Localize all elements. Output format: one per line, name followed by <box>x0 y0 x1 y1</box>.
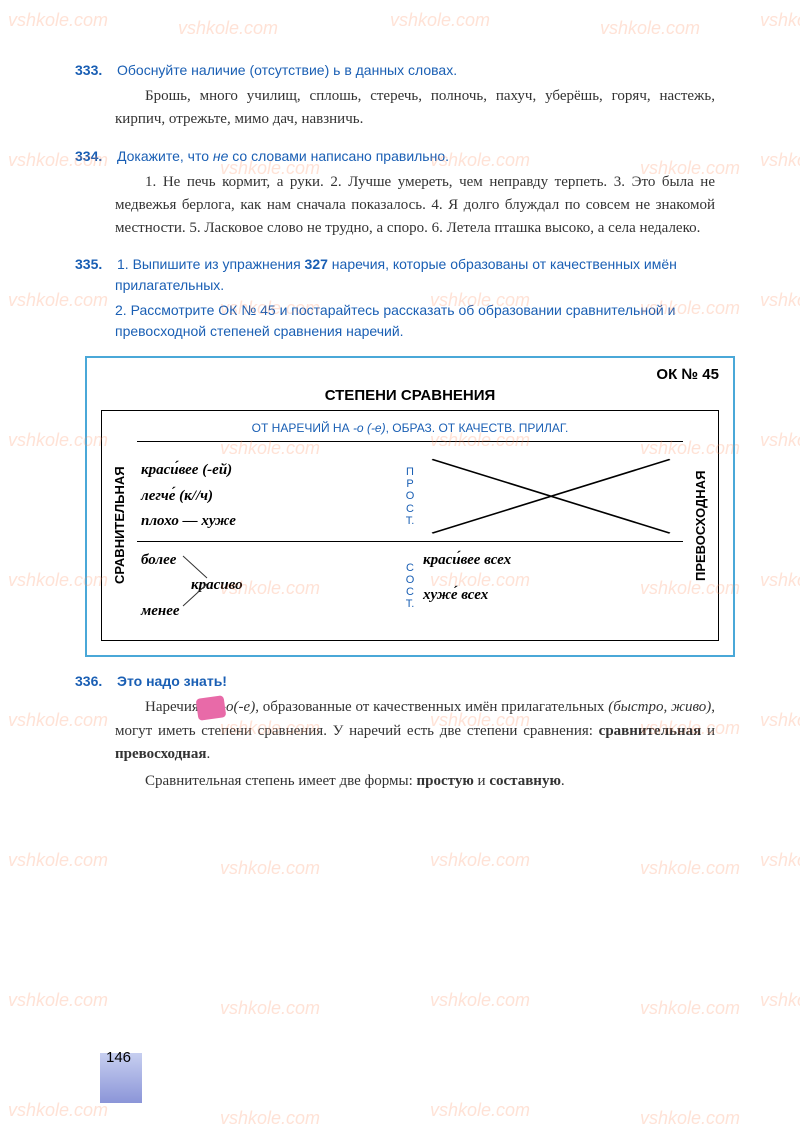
watermark-text: vshkole.com <box>640 858 740 879</box>
example-line: плохо — хуже <box>141 509 397 535</box>
text-run: . <box>561 773 565 789</box>
watermark-text: vshkole.com <box>430 1100 530 1121</box>
label-sost: СОСТ. <box>401 542 419 631</box>
cell-simple-superlative <box>419 452 683 542</box>
example-line: краси́вее (-ей) <box>141 458 397 484</box>
text-bold: превосходная <box>115 746 206 762</box>
instruction-text: Докажите, что <box>117 148 213 164</box>
exercise-instruction: Обоснуйте наличие (отсутствие) ь в данны… <box>117 62 457 78</box>
watermark-text: vshkole.com <box>640 998 740 1019</box>
exercise-336: 336. Это надо знать! Наречия на -о(-е), … <box>115 671 715 793</box>
exercise-instruction-part2: 2. Рассмотрите ОК № 45 и постарайтесь ра… <box>115 300 715 342</box>
instruction-bold: 327 <box>305 256 328 272</box>
right-vertical-label: ПРЕВОСХОДНАЯ <box>691 421 710 630</box>
label-prost: ПРОСТ. <box>401 452 419 542</box>
text-bold: простую <box>417 773 474 789</box>
text-run: Сравнительная степень имеет две формы: <box>145 773 417 789</box>
watermark-text: vshkole.com <box>220 998 320 1019</box>
card-center: ОТ НАРЕЧИЙ НА -о (-е), ОБРАЗ. ОТ КАЧЕСТВ… <box>129 421 691 630</box>
card-label: ОК № 45 <box>101 366 719 383</box>
subhead-text: ОТ НАРЕЧИЙ НА <box>252 421 353 435</box>
subhead-italic: -о (-е) <box>353 421 386 435</box>
example-word: краси́вее <box>141 462 198 478</box>
left-vertical-label: СРАВНИТЕЛЬНАЯ <box>110 421 129 630</box>
exercise-paragraph: Сравнительная степень имеет две формы: п… <box>115 770 715 793</box>
example-line: хуже́ всех <box>423 583 679 609</box>
exercise-body: 1. Не печь кормит, а руки. 2. Лучше умер… <box>115 171 715 241</box>
watermark-text: vshkole.com <box>220 858 320 879</box>
exercise-number: 334. <box>75 148 113 164</box>
example-line: краси́вее всех <box>423 548 679 574</box>
card-inner-frame: СРАВНИТЕЛЬНАЯ ОТ НАРЕЧИЙ НА -о (-е), ОБР… <box>101 410 719 641</box>
watermark-text: vshkole.com <box>430 990 530 1011</box>
exercise-instruction: 1. Выпишите из упражнения 327 наречия, к… <box>115 256 677 293</box>
exercise-number: 333. <box>75 62 113 78</box>
cell-compound-comparative: более красиво менее <box>137 542 401 631</box>
watermark-text: vshkole.com <box>8 1100 108 1121</box>
exercise-335: 335. 1. Выпишите из упражнения 327 нареч… <box>115 254 715 342</box>
text-run: . <box>206 746 210 762</box>
text-run: и <box>701 723 715 739</box>
textbook-page: 333. Обоснуйте наличие (отсутствие) ь в … <box>0 0 800 847</box>
text-run: , образованные от качественных имён прил… <box>255 699 608 715</box>
card-title: СТЕПЕНИ СРАВНЕНИЯ <box>101 387 719 404</box>
watermark-text: vshkole.com <box>8 850 108 871</box>
exercise-number: 335. <box>75 256 113 272</box>
comparison-grid: краси́вее (-ей) легче́ (к//ч) плохо — ху… <box>137 452 683 630</box>
watermark-text: vshkole.com <box>640 1108 740 1129</box>
watermark-text: vshkole.com <box>760 990 800 1011</box>
text-run: и <box>474 773 490 789</box>
page-number: 146 <box>106 1049 131 1066</box>
cell-compound-superlative: краси́вее всех хуже́ всех <box>419 542 683 631</box>
watermark-text: vshkole.com <box>760 850 800 871</box>
example-suffix: (-ей) <box>198 462 232 478</box>
connector-lines-icon <box>177 550 217 614</box>
page-number-box: 146 <box>100 1053 142 1103</box>
book-icon <box>196 695 227 721</box>
subhead-text: , ОБРАЗ. ОТ КАЧЕСТВ. ПРИЛАГ. <box>386 421 569 435</box>
instruction-text: 1. Выпишите из упражнения <box>117 256 305 272</box>
cross-out-icon <box>419 452 683 541</box>
exercise-number: 336. <box>75 673 113 689</box>
exercise-body: Брошь, много училищ, сплошь, стеречь, по… <box>115 85 715 132</box>
card-subheading: ОТ НАРЕЧИЙ НА -о (-е), ОБРАЗ. ОТ КАЧЕСТВ… <box>137 421 683 442</box>
exercise-heading: Это надо знать! <box>117 673 227 689</box>
exercise-334: 334. Докажите, что не со словами написан… <box>115 146 715 241</box>
text-italic: (быстро, живо) <box>608 699 711 715</box>
instruction-italic: не <box>213 148 229 164</box>
watermark-text: vshkole.com <box>8 990 108 1011</box>
exercise-instruction: Докажите, что не со словами написано пра… <box>117 148 449 164</box>
text-italic: -о(-е) <box>221 699 255 715</box>
exercise-333: 333. Обоснуйте наличие (отсутствие) ь в … <box>115 60 715 132</box>
watermark-text: vshkole.com <box>220 1108 320 1129</box>
reference-card-ok45: ОК № 45 СТЕПЕНИ СРАВНЕНИЯ СРАВНИТЕЛЬНАЯ … <box>85 356 735 657</box>
example-line: легче́ (к//ч) <box>141 484 397 510</box>
cell-simple-comparative: краси́вее (-ей) легче́ (к//ч) плохо — ху… <box>137 452 401 542</box>
watermark-text: vshkole.com <box>430 850 530 871</box>
instruction-text: со словами написано правильно. <box>228 148 449 164</box>
text-bold: составную <box>489 773 561 789</box>
text-bold: сравнительная <box>599 723 702 739</box>
